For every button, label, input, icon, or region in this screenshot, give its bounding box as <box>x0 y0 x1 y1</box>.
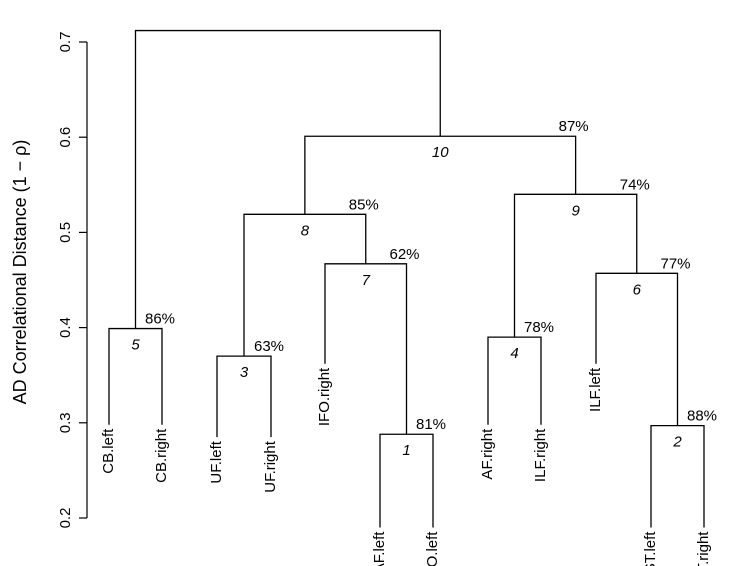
branch-7 <box>324 263 408 435</box>
y-tick-label: 0.7 <box>57 32 74 53</box>
y-tick-label: 0.4 <box>57 317 74 338</box>
leaf-label-af-right: AF.right <box>479 428 496 480</box>
support-label-4: 78% <box>524 319 554 336</box>
leaf-label-uf-right: UF.right <box>262 440 279 493</box>
leaf-label-ilf-right: ILF.right <box>532 428 549 482</box>
support-label-6: 77% <box>660 255 690 272</box>
leaf-label-af-left: AF.left <box>371 531 388 566</box>
support-label-7: 62% <box>389 246 419 263</box>
dendrogram-labels: CB.left CB.right UF.left UF.right IFO.right A… <box>100 118 717 566</box>
y-tick-label: 0.6 <box>57 127 74 148</box>
support-label-1: 81% <box>416 416 446 433</box>
leaf-label-ifo-right: IFO.right <box>316 367 333 426</box>
branch-root <box>134 29 441 329</box>
cluster-id-6: 6 <box>633 281 642 298</box>
leaf-label-cst-left: CST.left <box>642 531 659 566</box>
support-label-3: 63% <box>254 338 284 355</box>
cluster-id-2: 2 <box>672 434 682 451</box>
cluster-id-4: 4 <box>510 345 518 362</box>
leaf-label-ilf-left: ILF.left <box>587 367 604 412</box>
cluster-id-1: 1 <box>402 442 410 459</box>
cluster-id-7: 7 <box>362 272 371 289</box>
cluster-id-5: 5 <box>131 337 140 354</box>
support-label-9: 74% <box>620 176 650 193</box>
cluster-id-9: 9 <box>571 202 580 219</box>
y-tick-label: 0.5 <box>57 222 74 243</box>
support-label-2: 88% <box>687 408 717 425</box>
dendrogram-branches <box>108 29 705 528</box>
y-tick-label: 0.3 <box>57 412 74 433</box>
cluster-id-10: 10 <box>432 144 449 161</box>
y-axis: 0.2 0.3 0.4 0.5 0.6 0.7 <box>57 32 88 529</box>
support-label-5: 86% <box>145 311 175 328</box>
leaf-label-ifo-left: IFO.left <box>424 531 441 566</box>
leaf-label-cst-right: CST.right <box>695 531 712 566</box>
support-label-10: 87% <box>559 118 589 135</box>
leaf-label-cb-left: CB.left <box>100 428 117 474</box>
y-tick-label: 0.2 <box>57 508 74 529</box>
leaf-label-uf-left: UF.left <box>208 440 225 483</box>
support-label-8: 85% <box>349 196 379 213</box>
cluster-id-8: 8 <box>301 222 310 239</box>
cluster-id-3: 3 <box>240 364 249 381</box>
leaf-label-cb-right: CB.right <box>153 428 170 483</box>
y-axis-title: AD Correlational Distance (1 − ρ) <box>10 140 30 405</box>
